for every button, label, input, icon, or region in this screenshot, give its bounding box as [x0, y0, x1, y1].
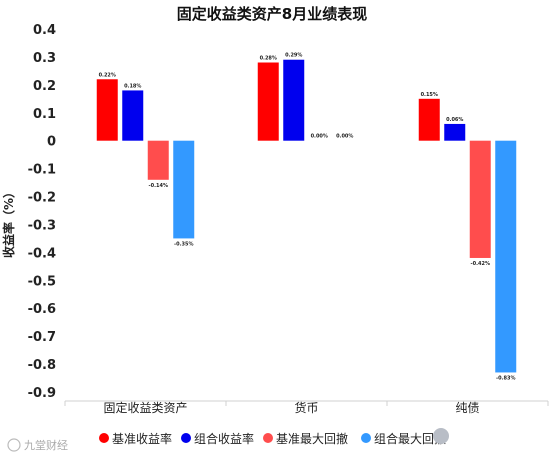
y-axis-label: 收益率（%）: [1, 186, 16, 258]
data-label: 0.00%: [336, 134, 353, 140]
bar: [257, 62, 279, 141]
data-label: 0.06%: [446, 117, 463, 123]
bar: [444, 123, 466, 141]
watermark-left: 九堂财经: [7, 438, 68, 452]
data-label: 0.00%: [311, 134, 328, 140]
bar: [147, 140, 169, 180]
data-label: 0.29%: [285, 53, 302, 59]
legend-label: 组合最大回撤: [374, 431, 446, 446]
x-axis: 固定收益类资产 货币 纯债: [64, 400, 549, 415]
y-tick-label: -0.5: [28, 274, 56, 289]
bar: [122, 90, 144, 141]
legend-label: 基准最大回撤: [276, 431, 348, 446]
y-tick-label: -0.2: [28, 191, 56, 206]
data-labels: 0.22% 0.18% -0.14% -0.35% 0.28% 0.29% 0.00% 0.0…: [99, 53, 516, 382]
y-tick-label: 0.2: [33, 79, 56, 94]
data-label: -0.42%: [471, 261, 490, 267]
y-tick-label: -0.4: [28, 246, 56, 261]
watermark-left-text: 九堂财经: [24, 438, 68, 452]
bar: [418, 98, 440, 141]
legend-marker: [263, 433, 273, 443]
legend-label: 组合收益率: [194, 431, 254, 446]
y-tick-label: 0: [47, 135, 56, 150]
x-category-label: 纯债: [455, 401, 479, 415]
data-label: -0.35%: [174, 241, 193, 247]
data-label: 0.15%: [421, 92, 438, 98]
bar: [173, 140, 195, 239]
x-category-label: 固定收益类资产: [103, 400, 187, 415]
y-tick-label: -0.8: [28, 358, 56, 373]
watermark-right-text: 泽会信息科技: [455, 429, 533, 445]
y-tick-label: -0.3: [28, 218, 56, 233]
y-tick-label: 0.1: [33, 107, 56, 122]
legend-marker: [361, 433, 371, 443]
data-label: 0.28%: [260, 56, 277, 62]
bars: [96, 59, 517, 373]
bar: [469, 140, 491, 258]
watermark-right: 泽会信息科技: [433, 428, 533, 445]
legend-marker: [181, 433, 191, 443]
y-tick-label: 0.3: [33, 51, 56, 66]
bar: [283, 59, 305, 141]
data-label: 0.22%: [99, 72, 116, 78]
data-label: -0.14%: [149, 183, 168, 189]
y-tick-labels: 0.4 0.3 0.2 0.1 0 -0.1 -0.2 -0.3 -0.4 -0.5 -0.6 -0.…: [28, 23, 56, 401]
legend-label: 基准收益率: [112, 431, 172, 446]
legend-marker: [99, 433, 109, 443]
y-tick-label: -0.7: [28, 330, 56, 345]
data-label: 0.18%: [124, 83, 141, 89]
y-tick-label: -0.6: [28, 302, 56, 317]
y-tick-label: -0.1: [28, 163, 56, 178]
y-tick-label: 0.4: [33, 23, 56, 38]
chart-title: 固定收益类资产8月业绩表现: [177, 5, 367, 23]
legend: 基准收益率 组合收益率 基准最大回撤 组合最大回撤: [99, 431, 446, 446]
y-tick-label: -0.9: [28, 386, 56, 401]
x-category-label: 货币: [294, 400, 318, 415]
bar: [96, 79, 118, 141]
data-label: -0.83%: [496, 375, 515, 381]
bar: [495, 140, 517, 373]
